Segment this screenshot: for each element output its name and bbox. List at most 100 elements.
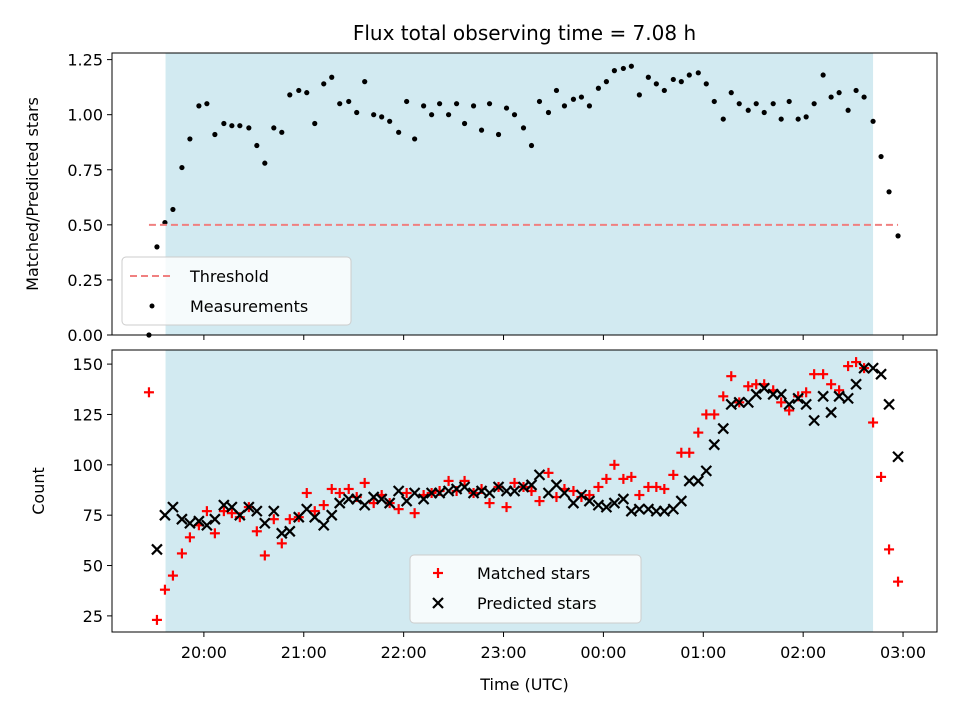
- matched-star-point: [201, 506, 212, 517]
- measurement-point: [753, 101, 759, 107]
- matched-star-point: [876, 471, 887, 482]
- matched-star-point: [276, 538, 287, 549]
- matched-star-point: [826, 379, 837, 390]
- predicted-star-point: [201, 519, 213, 532]
- measurement-point: [578, 94, 585, 100]
- top-axes-frame: [111, 52, 938, 336]
- top-legend-box: [121, 256, 352, 326]
- y-tick-label: 1.25: [67, 51, 103, 70]
- measurement-point: [728, 90, 734, 96]
- measurement-point: [237, 123, 243, 129]
- y-tick-label: 50: [83, 557, 103, 576]
- predicted-star-point: [467, 487, 480, 499]
- matched-star-point: [268, 514, 279, 525]
- measurement-point: [437, 101, 443, 107]
- legend-measurements-label: Measurements: [190, 297, 308, 316]
- chart-title: Flux total observing time = 7.08 h: [353, 21, 696, 45]
- predicted-stars-points: [151, 362, 904, 556]
- measurement-point: [711, 98, 717, 105]
- measurement-point: [895, 233, 901, 239]
- measurement-point: [570, 96, 577, 102]
- matched-star-point: [459, 475, 470, 486]
- measurement-point: [461, 120, 468, 127]
- matched-star-point: [584, 490, 595, 501]
- predicted-star-point: [408, 487, 421, 499]
- measurement-point: [836, 90, 842, 96]
- measurement-point: [653, 81, 659, 87]
- measurement-point: [262, 160, 268, 166]
- measurement-point: [279, 129, 285, 135]
- measurement-point: [736, 101, 742, 107]
- matched-star-point: [401, 488, 412, 499]
- matched-star-point: [534, 496, 545, 507]
- measurement-point: [853, 87, 859, 94]
- x-tick-label: 03:00: [880, 643, 926, 662]
- measurement-point: [170, 206, 176, 213]
- measurement-point: [870, 118, 876, 124]
- predicted-star-point: [268, 505, 280, 517]
- y-tick-label: 0.25: [67, 271, 103, 290]
- predicted-star-point: [492, 481, 505, 493]
- measurement-point: [346, 98, 352, 105]
- matched-star-point: [209, 528, 220, 539]
- x-tick-label: 22:00: [381, 643, 427, 662]
- predicted-star-point: [218, 499, 230, 511]
- predicted-star-point: [800, 398, 812, 411]
- measurement-point: [561, 103, 568, 109]
- measurement-point: [745, 107, 751, 113]
- y-tick-label: 0.75: [67, 161, 103, 180]
- measurement-point: [795, 116, 801, 122]
- predicted-star-point: [633, 503, 646, 515]
- predicted-star-point: [683, 475, 696, 487]
- measurement-point: [470, 103, 477, 109]
- measurement-point: [312, 120, 318, 127]
- measurement-point: [720, 116, 726, 122]
- bottom-panel: 25 50 75 100 125 150 20:00 21:00 22:00 23:00 00:0…: [29, 349, 938, 694]
- predicted-star-point: [692, 475, 705, 487]
- measurement-point: [362, 79, 368, 85]
- predicted-star-point: [533, 469, 546, 481]
- matched-star-point: [226, 508, 237, 519]
- matched-star-point: [618, 473, 629, 484]
- x-axis-label: Time (UTC): [479, 675, 568, 694]
- matched-star-point: [818, 369, 829, 380]
- predicted-star-point: [508, 485, 521, 497]
- predicted-star-point: [783, 398, 795, 411]
- predicted-star-point: [858, 362, 870, 374]
- measurement-point: [861, 94, 867, 100]
- predicted-star-point: [475, 485, 488, 497]
- predicted-star-point: [750, 388, 762, 401]
- measurement-point: [404, 98, 410, 105]
- matched-star-point: [868, 417, 879, 428]
- matched-star-point: [834, 385, 845, 396]
- matched-star-point: [726, 371, 737, 382]
- predicted-star-point: [259, 517, 271, 530]
- top-x-ticks: [203, 335, 904, 340]
- matched-star-point: [359, 477, 370, 488]
- predicted-star-point: [358, 499, 371, 511]
- measurement-point: [786, 98, 792, 105]
- measurement-point: [495, 131, 502, 138]
- measurement-point: [337, 101, 343, 107]
- predicted-star-point: [167, 501, 179, 513]
- matched-star-point: [801, 387, 812, 398]
- matched-star-point: [843, 361, 854, 372]
- measurement-point: [586, 103, 593, 109]
- measurement-point: [154, 244, 160, 250]
- predicted-star-point: [825, 406, 837, 419]
- legend-predicted-label: Predicted stars: [477, 594, 597, 613]
- predicted-star-point: [251, 505, 263, 517]
- matched-star-point: [851, 357, 862, 368]
- measurement-point: [761, 109, 767, 116]
- measurement-point: [271, 125, 277, 131]
- predicted-star-point: [817, 390, 829, 403]
- predicted-star-point: [708, 438, 721, 451]
- measurement-point: [296, 87, 302, 94]
- measurement-point: [536, 98, 543, 105]
- measurement-point: [703, 81, 709, 87]
- predicted-star-point: [392, 485, 405, 497]
- measurement-point: [886, 189, 892, 195]
- measurement-point: [520, 125, 527, 131]
- matched-star-point: [393, 504, 404, 515]
- measurement-point: [603, 79, 610, 85]
